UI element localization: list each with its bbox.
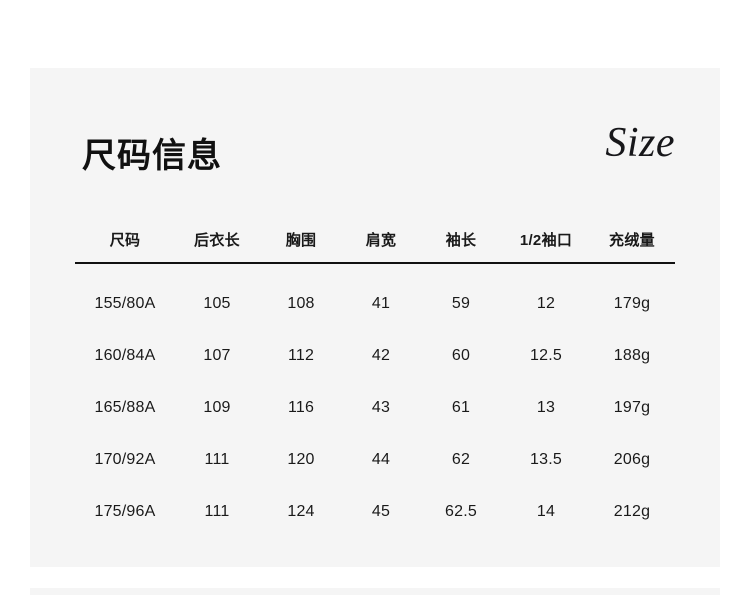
cell-half-cuff: 14	[536, 503, 556, 520]
cell-sleeve: 61	[451, 399, 471, 416]
cell-back-length: 109	[203, 399, 231, 416]
cell-down-fill: 212g	[613, 503, 651, 520]
cell-shoulder: 41	[371, 295, 391, 312]
cell-chest: 120	[287, 451, 315, 468]
column-header-size: 尺码	[109, 231, 141, 249]
cell-down-fill: 206g	[613, 451, 651, 468]
cell-shoulder: 45	[371, 503, 391, 520]
cell-half-cuff: 12.5	[530, 347, 562, 364]
column-header-chest: 胸围	[285, 231, 317, 249]
cell-back-length: 111	[204, 503, 230, 520]
cell-back-length: 105	[203, 295, 231, 312]
cell-chest: 124	[287, 503, 315, 520]
cell-back-length: 111	[204, 451, 230, 468]
table-row: 155/80A 105 108 41 59 12 179g	[75, 263, 675, 330]
cell-shoulder: 43	[371, 399, 391, 416]
table-row: 170/92A 111 120 44 62 13.5 206g	[75, 434, 675, 486]
column-header-half-cuff: 1/2袖口	[519, 231, 573, 249]
cell-size: 175/96A	[94, 503, 156, 520]
cell-size: 160/84A	[94, 347, 156, 364]
panel-header: 尺码信息 Size	[30, 68, 720, 200]
column-header-back-length: 后衣长	[194, 231, 240, 249]
cell-shoulder: 42	[371, 347, 391, 364]
size-table-body: 155/80A 105 108 41 59 12 179g 160/84A 10…	[75, 263, 675, 538]
column-header-sleeve: 袖长	[445, 231, 477, 249]
cell-half-cuff: 13.5	[530, 451, 562, 468]
next-section-panel	[30, 588, 720, 595]
cell-chest: 112	[287, 347, 315, 364]
cell-chest: 108	[287, 295, 315, 312]
page-title-english: Size	[605, 120, 675, 166]
cell-sleeve: 60	[451, 347, 471, 364]
cell-back-length: 107	[203, 347, 231, 364]
table-header-row: 尺码 后衣长 胸围 肩宽 袖长 1/2袖口 充绒量	[75, 216, 675, 263]
cell-down-fill: 197g	[613, 399, 651, 416]
page-title: 尺码信息	[82, 136, 222, 175]
table-row: 175/96A 111 124 45 62.5 14 212g	[75, 486, 675, 538]
cell-chest: 116	[287, 399, 315, 416]
cell-down-fill: 188g	[613, 347, 651, 364]
column-header-down-fill: 充绒量	[609, 231, 655, 249]
cell-sleeve: 59	[451, 295, 471, 312]
table-row: 160/84A 107 112 42 60 12.5 188g	[75, 330, 675, 382]
cell-sleeve: 62.5	[445, 503, 477, 520]
cell-size: 170/92A	[94, 451, 156, 468]
size-info-panel: 尺码信息 Size 尺码 后衣长 胸围	[30, 68, 720, 567]
cell-half-cuff: 13	[536, 399, 556, 416]
column-header-shoulder: 肩宽	[365, 231, 397, 249]
cell-size: 165/88A	[94, 399, 156, 416]
cell-size: 155/80A	[94, 295, 156, 312]
cell-sleeve: 62	[451, 451, 471, 468]
size-table-header: 尺码 后衣长 胸围 肩宽 袖长 1/2袖口 充绒量	[75, 216, 675, 263]
size-table: 尺码 后衣长 胸围 肩宽 袖长 1/2袖口 充绒量 155/80A 105 10…	[75, 216, 675, 538]
size-table-container: 尺码 后衣长 胸围 肩宽 袖长 1/2袖口 充绒量 155/80A 105 10…	[75, 216, 675, 538]
cell-half-cuff: 12	[536, 295, 556, 312]
cell-shoulder: 44	[371, 451, 391, 468]
cell-down-fill: 179g	[613, 295, 651, 312]
table-row: 165/88A 109 116 43 61 13 197g	[75, 382, 675, 434]
